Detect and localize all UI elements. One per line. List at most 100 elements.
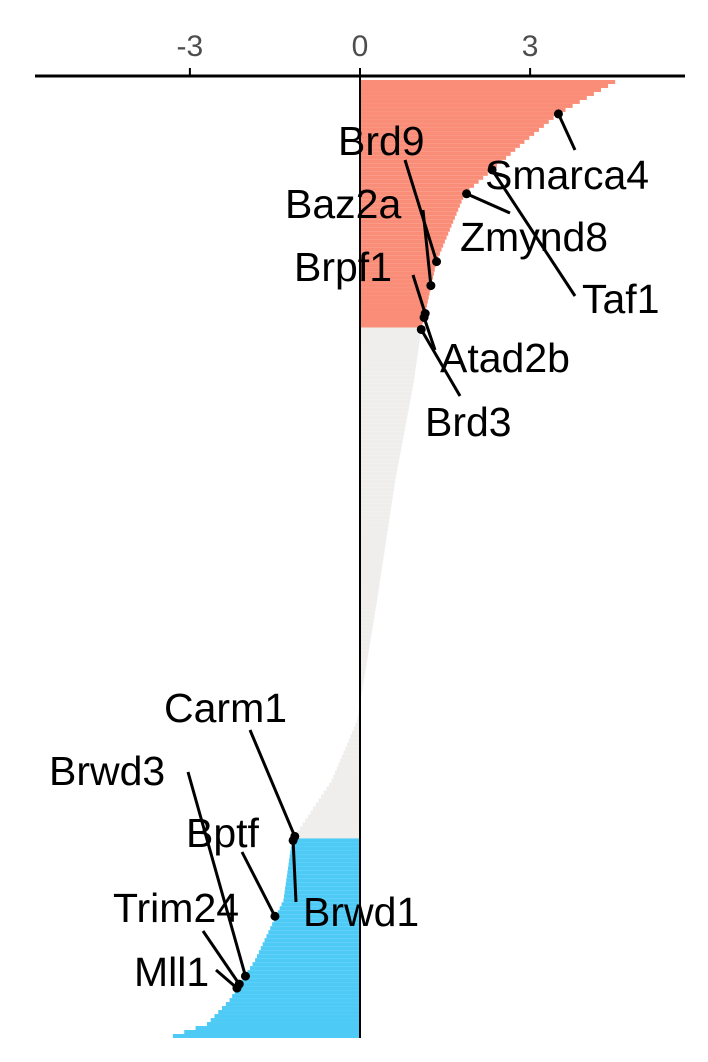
bar bbox=[350, 734, 360, 739]
bar bbox=[360, 80, 616, 84]
bar bbox=[357, 714, 360, 719]
bar bbox=[360, 111, 559, 116]
leader-line bbox=[240, 851, 277, 917]
bar bbox=[252, 962, 360, 967]
bar bbox=[287, 870, 360, 875]
bar bbox=[360, 379, 414, 384]
bar bbox=[360, 439, 403, 444]
bar bbox=[360, 127, 540, 132]
bar bbox=[274, 918, 360, 923]
bar bbox=[360, 315, 425, 320]
bar bbox=[360, 499, 393, 504]
bar bbox=[360, 451, 401, 456]
bar bbox=[360, 531, 388, 536]
bar bbox=[360, 383, 414, 388]
bar bbox=[360, 547, 385, 552]
bar bbox=[360, 551, 385, 556]
bar bbox=[291, 838, 360, 843]
bar bbox=[360, 654, 368, 659]
bar bbox=[272, 922, 360, 927]
bar bbox=[247, 970, 360, 975]
leader-line bbox=[201, 930, 241, 985]
bar bbox=[360, 419, 407, 424]
highlight-point bbox=[240, 971, 250, 981]
leader-line bbox=[248, 729, 297, 838]
bar bbox=[360, 471, 397, 476]
bar bbox=[360, 686, 363, 691]
bar bbox=[360, 295, 429, 300]
leader-line bbox=[291, 840, 298, 903]
bar bbox=[360, 175, 484, 180]
bar bbox=[360, 411, 408, 416]
bar bbox=[360, 359, 417, 364]
highlight-point bbox=[288, 835, 298, 845]
bar bbox=[299, 826, 360, 831]
bar bbox=[360, 107, 566, 112]
bar bbox=[360, 275, 434, 280]
bar bbox=[360, 539, 387, 544]
bar bbox=[172, 1034, 360, 1038]
bar bbox=[360, 395, 411, 400]
bar bbox=[232, 994, 360, 999]
bar bbox=[360, 630, 372, 635]
bar bbox=[331, 778, 360, 783]
bar bbox=[360, 307, 427, 312]
highlight-point bbox=[432, 257, 442, 267]
bar bbox=[321, 794, 360, 799]
bar bbox=[360, 566, 382, 571]
bar bbox=[360, 610, 376, 615]
bar bbox=[336, 766, 360, 771]
bar bbox=[360, 179, 479, 184]
bar bbox=[206, 1022, 360, 1027]
bar bbox=[237, 986, 360, 991]
bar bbox=[360, 303, 427, 308]
bar bbox=[360, 403, 410, 408]
bar bbox=[262, 942, 360, 947]
bar bbox=[360, 479, 396, 484]
bar bbox=[360, 483, 395, 488]
bar bbox=[360, 267, 435, 272]
bar bbox=[266, 934, 360, 939]
bar bbox=[360, 586, 379, 591]
bar bbox=[360, 139, 525, 144]
bar bbox=[355, 722, 360, 727]
bar bbox=[360, 582, 380, 587]
leader-line bbox=[465, 192, 511, 215]
bar bbox=[255, 958, 360, 963]
leader-line bbox=[411, 274, 427, 314]
leader-line bbox=[403, 159, 438, 263]
highlight-point bbox=[270, 911, 280, 921]
bar bbox=[268, 930, 360, 935]
gene-label: Taf1 bbox=[582, 276, 660, 322]
bar bbox=[286, 878, 360, 883]
bar bbox=[360, 399, 411, 404]
gene-label: Brpf1 bbox=[294, 244, 392, 290]
bar bbox=[360, 203, 460, 208]
bar bbox=[360, 131, 535, 136]
bar bbox=[360, 622, 374, 627]
bar bbox=[290, 850, 360, 855]
bar bbox=[275, 914, 360, 919]
bar bbox=[360, 574, 381, 579]
bar bbox=[360, 662, 367, 667]
gene-label: Brd9 bbox=[338, 118, 425, 164]
bar bbox=[360, 642, 370, 647]
bar bbox=[360, 666, 366, 671]
bar bbox=[214, 1014, 360, 1019]
bar bbox=[277, 910, 360, 915]
bar bbox=[291, 842, 360, 847]
bar bbox=[360, 327, 422, 332]
bar bbox=[360, 527, 388, 532]
bar bbox=[360, 519, 390, 524]
bar bbox=[360, 435, 404, 440]
bar bbox=[360, 638, 371, 643]
bar bbox=[360, 123, 544, 128]
bar bbox=[305, 818, 360, 823]
gene-label: Brwd1 bbox=[303, 889, 419, 935]
bar bbox=[290, 846, 360, 851]
bar bbox=[360, 247, 442, 252]
bar bbox=[360, 423, 406, 428]
bar bbox=[340, 758, 360, 763]
leader-line bbox=[422, 317, 437, 351]
